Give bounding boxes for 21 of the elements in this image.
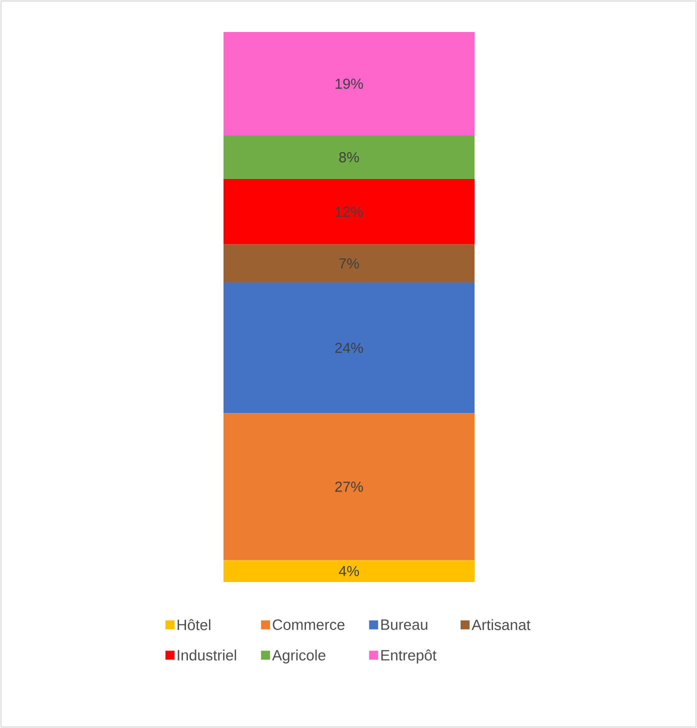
data-label: 27% [335,482,363,492]
bar [224,413,475,560]
data-label: 19% [336,78,363,89]
bar [224,282,475,414]
data-label: 4% [338,566,359,576]
legend-label: Commerce [272,619,344,630]
legend-label: Bureau [381,619,428,630]
legend-label: Hôtel [178,619,210,630]
bar [224,244,475,282]
bar [224,560,475,582]
bar [224,32,475,136]
data-label: 12% [336,206,363,217]
data-label: 24% [335,342,363,353]
legend-label: Industriel [178,650,236,661]
legend-label: Artisanat [472,619,530,630]
bar [224,179,475,244]
data-label: 8% [339,152,359,162]
bar [224,135,475,180]
legend-label: Agricole [272,650,326,664]
legend-label: Entrepôt [381,650,436,664]
data-label: 7% [339,258,359,268]
